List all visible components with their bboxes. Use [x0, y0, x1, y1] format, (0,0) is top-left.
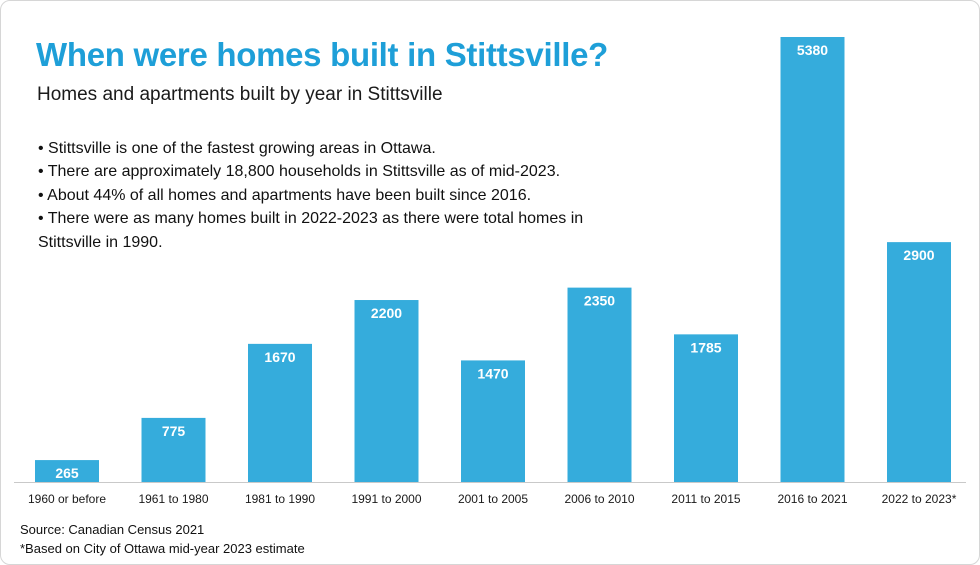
bar-value-label: 2900 [903, 247, 934, 263]
x-tick-label: 1961 to 1980 [138, 492, 208, 506]
key-facts: • Stittsville is one of the fastest grow… [38, 137, 628, 254]
bar-2 [248, 343, 312, 482]
bar-value-label: 2350 [584, 293, 615, 309]
bar-8 [887, 242, 951, 482]
x-tick-label: 2011 to 2015 [671, 492, 741, 506]
bar-1 [141, 417, 206, 482]
bar-value-label: 775 [162, 423, 186, 439]
fact-item: • About 44% of all homes and apartments … [38, 186, 532, 204]
bar-5 [567, 287, 632, 482]
bar-value-label: 1785 [690, 339, 721, 355]
x-tick-label: 2006 to 2010 [564, 492, 634, 506]
bar-value-label: 2200 [371, 305, 402, 321]
estimate-footnote: *Based on City of Ottawa mid-year 2023 e… [20, 541, 305, 556]
x-tick-label: 1981 to 1990 [245, 492, 315, 506]
bar-value-label: 265 [55, 465, 79, 481]
chart-footer: Source: Canadian Census 2021 *Based on C… [20, 520, 305, 558]
source-note: Source: Canadian Census 2021 [20, 522, 205, 537]
bar-value-label: 1470 [477, 365, 508, 381]
chart-title: When were homes built in Stittsville? [36, 36, 608, 73]
chart-subtitle: Homes and apartments built by year in St… [37, 84, 443, 105]
fact-item: • Stittsville is one of the fastest grow… [38, 140, 436, 157]
fact-item: • There are approximately 18,800 househo… [38, 163, 561, 181]
fact-item: • There were as many homes built in 2022… [38, 210, 584, 251]
x-tick-label: 2001 to 2005 [458, 492, 528, 506]
bar-value-label: 5380 [797, 42, 828, 58]
x-tick-label: 2022 to 2023* [882, 492, 957, 506]
x-tick-label: 1991 to 2000 [351, 492, 421, 506]
bar-0 [35, 460, 99, 482]
bar-7 [780, 37, 845, 482]
x-tick-label: 2016 to 2021 [777, 492, 847, 506]
bar-4 [461, 360, 525, 482]
bar-6 [674, 334, 738, 482]
x-tick-label: 1960 or before [28, 492, 106, 506]
bar-3 [354, 300, 419, 482]
bar-value-label: 1670 [264, 349, 295, 365]
